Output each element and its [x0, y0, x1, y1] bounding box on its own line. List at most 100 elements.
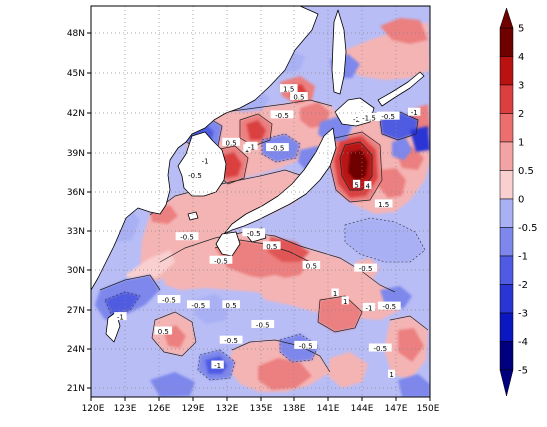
contour-label-bg	[357, 112, 381, 121]
contour-label: 0.5	[293, 94, 304, 102]
asian-mainland	[91, 6, 319, 291]
contour-label: 1.5	[378, 201, 389, 209]
colorbar-label: -4	[518, 337, 528, 348]
contour-label-bg	[364, 181, 372, 190]
contour-label: -1	[214, 362, 221, 370]
colorbar-label: 1	[518, 138, 524, 149]
contour-label: 1	[245, 146, 249, 154]
contour-label-bg	[263, 241, 281, 250]
contour-label: -0.5	[373, 345, 387, 353]
contour-label-bg	[354, 263, 377, 272]
colorbar-segment	[499, 284, 514, 314]
contour-label: 1	[343, 298, 347, 306]
contour-label-bg	[294, 340, 318, 349]
lon-label-120e: 120E	[82, 404, 105, 414]
lon-label-150e: 150E	[417, 404, 440, 414]
contour-label: 0.5	[306, 263, 317, 271]
contour-label-bg	[219, 335, 243, 344]
contour-label: 1.5	[283, 86, 294, 94]
contour-label: -0.5	[180, 234, 194, 242]
contour-label-bg	[362, 302, 376, 311]
colorbar-segment	[499, 198, 514, 228]
colorbar-label: -1	[518, 252, 528, 263]
contour-label-bg	[222, 300, 240, 309]
contour-label-bg	[222, 137, 240, 146]
colorbar-segment	[499, 227, 514, 257]
contour-label-bg	[376, 111, 400, 120]
contour-label: 0.5	[226, 139, 237, 147]
contour-label-bg	[407, 107, 421, 116]
lon-label-123e: 123E	[114, 404, 137, 414]
contour-label: 0.5	[158, 328, 169, 336]
contour-label-bg	[211, 360, 224, 369]
contour-label: -0.5	[381, 113, 395, 121]
colorbar-top-triangle	[499, 7, 514, 29]
contour-label-bg	[175, 232, 199, 241]
colorbar: 5 4 3 2 1 0.5 0 -0.5 -1 -2 -3 -4 -5	[499, 7, 538, 397]
contour-label-bg	[331, 288, 339, 297]
colorbar-label: 2	[518, 109, 524, 120]
lon-label-129e: 129E	[182, 404, 205, 414]
colorbar-segment	[499, 84, 514, 114]
contour-label: -0.5	[188, 172, 202, 180]
contour-label-bg	[374, 199, 393, 208]
lat-label-33n: 33N	[67, 227, 85, 237]
colorbar-segment	[499, 170, 514, 200]
contour-label: 0.5	[266, 243, 277, 251]
lat-label-45n: 45N	[67, 69, 85, 79]
colorbar-label: -2	[518, 280, 528, 291]
jeju-island	[187, 211, 199, 221]
colorbar-segment	[499, 255, 514, 285]
colorbar-label: -0.5	[518, 223, 538, 234]
contour-label: -1	[202, 158, 209, 166]
colorbar-segment	[499, 341, 514, 371]
colorbar-segment	[499, 27, 514, 57]
lon-label-147e: 147E	[385, 404, 408, 414]
contour-label-bg	[270, 110, 294, 119]
contour-label: -1	[248, 143, 255, 151]
contour-label: -0.5	[192, 302, 206, 310]
contour-label: -0.5	[214, 257, 228, 265]
lon-label-138e: 138E	[283, 404, 306, 414]
dashed-contour-lines	[104, 133, 426, 381]
contour-label-bg	[387, 369, 396, 378]
colorbar-segment	[499, 113, 514, 143]
lon-label-141e: 141E	[317, 404, 340, 414]
colorbar-segment	[499, 56, 514, 86]
contour-label: 1	[389, 371, 393, 379]
kuril-islands	[377, 71, 425, 107]
contour-label-bg	[352, 179, 361, 188]
contour-label-bg	[350, 114, 363, 123]
colorbar-label: 3	[518, 81, 524, 92]
contour-label-bg	[368, 343, 392, 352]
colorbar-segment	[499, 312, 514, 342]
contour-label: -0.5	[275, 112, 289, 120]
contour-label-bg	[209, 255, 233, 264]
contour-label-bg	[183, 170, 207, 179]
lon-label-144e: 144E	[351, 404, 374, 414]
contour-label: -0.5	[299, 342, 313, 350]
lon-label-135e: 135E	[250, 404, 273, 414]
contour-label: -1	[411, 109, 418, 117]
contour-label: -1	[117, 314, 124, 322]
colorbar-label: 0	[518, 195, 524, 206]
contour-label: -2	[353, 116, 360, 124]
contour-label-bg	[157, 295, 181, 304]
map-area: 0.51-0.51.50.5-2 -1.5 -0.5 -1-0.5-1-1 -0.55 4…	[91, 6, 430, 397]
contour-label-bg	[279, 84, 298, 93]
lon-label-126e: 126E	[148, 404, 171, 414]
contour-label: 4	[366, 183, 371, 191]
contour-label: -1.5	[362, 114, 376, 122]
japan-honshu	[223, 127, 337, 235]
contour-label: -1	[365, 304, 372, 312]
contour-label-bg	[186, 300, 210, 309]
contour-label-bg	[341, 296, 349, 305]
contour-label: -0.5	[224, 337, 238, 345]
contour-label: -0.5	[247, 230, 261, 238]
contour-label: -0.5	[256, 321, 270, 329]
colorbar-label: -3	[518, 309, 528, 320]
lat-label-39n: 39N	[67, 149, 85, 159]
contour-label-bg	[266, 143, 289, 152]
lon-label-132e: 132E	[216, 404, 239, 414]
